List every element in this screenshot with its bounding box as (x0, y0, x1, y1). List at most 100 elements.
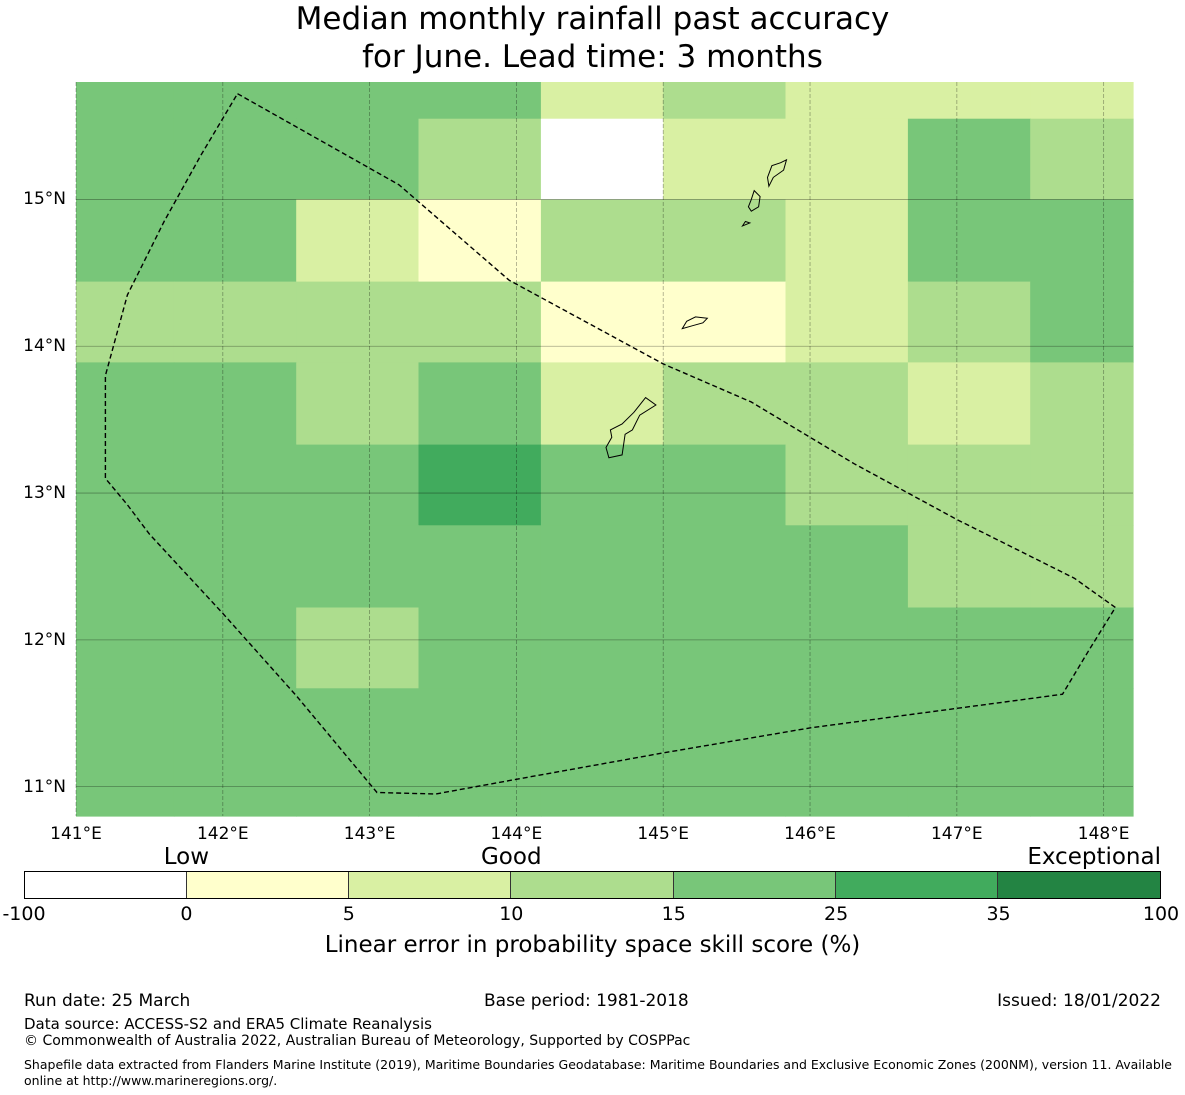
grid-cell (173, 444, 297, 526)
grid-cell (296, 444, 420, 526)
grid-cell (296, 281, 420, 363)
grid-cell (173, 281, 297, 363)
grid-cell (907, 281, 1031, 363)
grid-cell (418, 281, 542, 363)
run-date: Run date: 25 March (24, 991, 191, 1011)
grid-cell (907, 607, 1031, 689)
grid-cell (540, 281, 664, 363)
copyright: © Commonwealth of Australia 2022, Austra… (24, 1033, 691, 1049)
grid-cell (663, 118, 787, 200)
grid-cell (418, 362, 542, 446)
grid-cell (418, 199, 542, 283)
grid-cell (296, 118, 420, 200)
colorbar-segment (25, 872, 188, 898)
grid-cell (1030, 688, 1134, 817)
island-outline (747, 189, 761, 212)
grid-cell (296, 199, 420, 283)
grid-cell (76, 607, 175, 689)
grid-cell (540, 688, 664, 817)
grid-cell (76, 82, 175, 120)
grid-cell (663, 199, 787, 283)
grid-cell (76, 281, 175, 363)
category-label: Good (480, 844, 542, 870)
grid-cell (540, 444, 664, 526)
grid-cell (173, 525, 297, 609)
colorbar-label: Linear error in probability space skill … (324, 932, 861, 958)
grid-cell (296, 607, 420, 689)
colorbar-tick-label: 5 (342, 903, 355, 925)
lat-tick-label: 11°N (23, 776, 66, 797)
category-label: Exceptional (1027, 844, 1161, 870)
chart-title: Median monthly rainfall past accuracy fo… (0, 0, 1185, 76)
island-outline (741, 220, 752, 227)
grid-cell (663, 444, 787, 526)
grid-cell (907, 688, 1031, 817)
colorbar-tick-label: 10 (499, 903, 524, 925)
grid-cell (540, 82, 664, 120)
grid-cell (907, 444, 1031, 526)
colorbar-tick-label: 0 (180, 903, 193, 925)
colorbar-tick-label: -100 (2, 903, 46, 925)
grid-cell (418, 118, 542, 200)
title-line-1: Median monthly rainfall past accuracy (295, 1, 890, 37)
colorbar (24, 871, 1161, 899)
skill-score-map (75, 82, 1134, 817)
grid-cell (418, 525, 542, 609)
grid-cell (418, 444, 542, 526)
grid-cell (173, 607, 297, 689)
grid-cell (1030, 444, 1134, 526)
grid-cell (663, 688, 787, 817)
grid-cell (296, 82, 420, 120)
island-coastlines (605, 158, 788, 459)
grid-cell (785, 444, 909, 526)
grid-cell (1030, 199, 1134, 283)
grid-cell (1030, 607, 1134, 689)
grid-cell (173, 82, 297, 120)
lat-tick-label: 13°N (23, 483, 66, 504)
grid-cell (296, 525, 420, 609)
grid-cell (173, 362, 297, 446)
lon-tick-label: 143°E (343, 824, 396, 844)
map-gridlines (75, 82, 1133, 816)
lon-tick-label: 148°E (1077, 824, 1130, 844)
lat-tick-label: 14°N (23, 336, 66, 357)
grid-cell (173, 118, 297, 200)
grid-cell (1030, 362, 1134, 446)
grid-cell (785, 362, 909, 446)
grid-cell (663, 82, 787, 120)
grid-cell (785, 525, 909, 609)
lon-tick-label: 145°E (637, 824, 690, 844)
colorbar-segment (835, 872, 998, 898)
grid-cell (540, 118, 664, 200)
grid-cell (540, 525, 664, 609)
grid-cell (1030, 525, 1134, 609)
island-outline (681, 316, 709, 330)
base-period: Base period: 1981-2018 (484, 991, 689, 1011)
grid-cell (76, 688, 175, 817)
category-label: Low (163, 844, 210, 870)
lat-tick-label: 12°N (23, 629, 66, 650)
colorbar-tick-label: 25 (824, 903, 849, 925)
issued-date: Issued: 18/01/2022 (997, 991, 1161, 1011)
skill-grid-cells (76, 82, 1134, 817)
colorbar-tick-label: 35 (986, 903, 1011, 925)
grid-cell (907, 82, 1031, 120)
grid-cell (76, 362, 175, 446)
colorbar-segment (511, 872, 674, 898)
lat-tick-label: 15°N (23, 189, 66, 210)
grid-cell (907, 525, 1031, 609)
island-outline (605, 396, 657, 459)
grid-cell (173, 199, 297, 283)
grid-cell (785, 281, 909, 363)
grid-cell (663, 281, 787, 363)
grid-cell (907, 362, 1031, 446)
grid-cell (1030, 281, 1134, 363)
grid-cell (785, 607, 909, 689)
data-source: Data source: ACCESS-S2 and ERA5 Climate … (24, 1015, 432, 1033)
grid-cell (663, 525, 787, 609)
eez-boundary (104, 93, 1117, 795)
grid-cell (1030, 118, 1134, 200)
grid-cell (663, 607, 787, 689)
grid-cell (907, 199, 1031, 283)
grid-cell (663, 362, 787, 446)
